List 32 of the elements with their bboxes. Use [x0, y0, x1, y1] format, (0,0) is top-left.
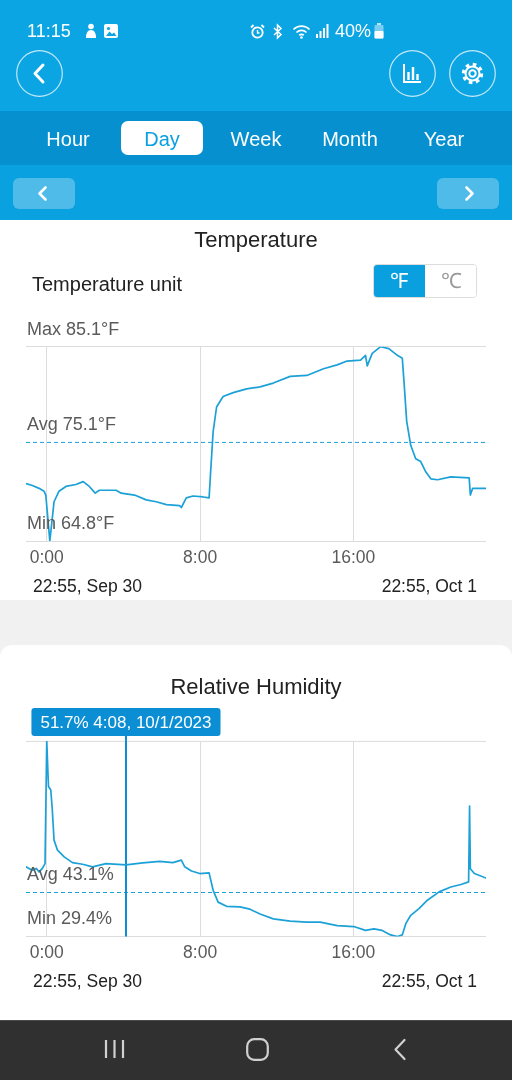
- y-tick-label: 29.4%: [61, 908, 113, 929]
- text: ℃: [440, 269, 462, 292]
- ref-line-label: 51.7% 4:08, 10/1/2023: [40, 712, 212, 732]
- x-tick-label: 16:00: [331, 546, 376, 567]
- x-tick-label: 8:00: [183, 546, 218, 567]
- text: 22:55, Oct 1: [381, 575, 477, 596]
- ref-line-label: Avg: [27, 864, 58, 885]
- x-tick-label: 0:00: [29, 546, 65, 567]
- ref-line-label: Avg: [27, 414, 58, 435]
- text: Max: [27, 318, 62, 339]
- text: 22:55, Sep 30: [33, 971, 143, 992]
- text: ℉: [390, 269, 408, 292]
- x-tick-label: 16:00: [331, 942, 376, 963]
- x-tick-label: 8:00: [183, 942, 218, 963]
- text: 40%: [334, 21, 371, 41]
- chart-title: Relative Humidity: [170, 674, 342, 699]
- text: 11:15: [27, 21, 71, 41]
- y-tick-label: 43.1%: [62, 864, 114, 885]
- text: Temperature unit: [32, 273, 183, 295]
- y-tick-label: 85.1°F: [66, 318, 120, 339]
- text: 22:55, Sep 30: [33, 575, 143, 596]
- x-tick-label: 0:00: [29, 942, 65, 963]
- text: 22:55, Oct 1: [381, 971, 477, 992]
- text: Hour: [46, 128, 90, 150]
- chart-title: Temperature: [194, 227, 318, 252]
- y-tick-label: 75.1°F: [62, 414, 116, 435]
- text: Day: [144, 128, 180, 150]
- text: Year: [423, 128, 465, 150]
- y-tick-label: 64.8°F: [61, 512, 115, 533]
- annotation: Min: [27, 908, 57, 929]
- text: Week: [230, 128, 282, 150]
- text: Month: [322, 128, 378, 150]
